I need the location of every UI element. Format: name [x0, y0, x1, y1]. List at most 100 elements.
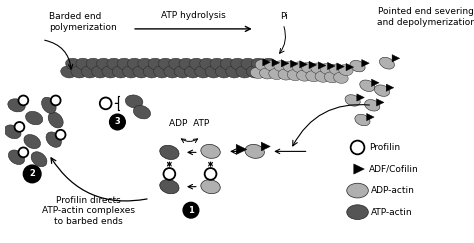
Text: Barded end
polymerization: Barded end polymerization	[49, 12, 117, 32]
Circle shape	[56, 130, 65, 140]
Text: ATP hydrolysis: ATP hydrolysis	[161, 11, 225, 20]
Ellipse shape	[31, 152, 47, 167]
Ellipse shape	[148, 58, 164, 70]
Text: Profilin: Profilin	[369, 143, 401, 152]
Circle shape	[109, 114, 125, 130]
Circle shape	[164, 168, 175, 180]
Ellipse shape	[61, 66, 76, 78]
Ellipse shape	[133, 66, 148, 78]
Polygon shape	[357, 94, 365, 101]
Polygon shape	[372, 79, 379, 87]
Polygon shape	[392, 55, 400, 62]
Text: ADP-actin: ADP-actin	[371, 186, 415, 195]
Polygon shape	[300, 61, 307, 68]
Ellipse shape	[169, 58, 184, 70]
Ellipse shape	[380, 57, 394, 69]
Ellipse shape	[164, 66, 179, 78]
Circle shape	[100, 97, 111, 109]
Ellipse shape	[220, 58, 236, 70]
Ellipse shape	[231, 58, 246, 70]
Text: ATP-actin: ATP-actin	[371, 208, 413, 217]
Polygon shape	[281, 60, 289, 67]
Ellipse shape	[26, 111, 43, 125]
Polygon shape	[376, 99, 384, 106]
Ellipse shape	[200, 58, 215, 70]
Ellipse shape	[329, 64, 344, 75]
Circle shape	[205, 168, 217, 180]
Ellipse shape	[320, 63, 335, 74]
Ellipse shape	[71, 66, 87, 78]
Polygon shape	[309, 61, 317, 69]
Ellipse shape	[226, 66, 241, 78]
Ellipse shape	[347, 205, 368, 219]
Ellipse shape	[128, 58, 143, 70]
Polygon shape	[272, 59, 280, 66]
Ellipse shape	[260, 68, 274, 79]
Ellipse shape	[283, 61, 298, 72]
Ellipse shape	[205, 66, 220, 78]
Polygon shape	[354, 164, 365, 174]
Ellipse shape	[174, 66, 190, 78]
Ellipse shape	[215, 66, 231, 78]
Polygon shape	[346, 63, 354, 71]
Ellipse shape	[210, 58, 226, 70]
Ellipse shape	[338, 65, 353, 76]
Ellipse shape	[355, 114, 370, 126]
Ellipse shape	[42, 97, 56, 113]
Ellipse shape	[264, 60, 279, 71]
Ellipse shape	[287, 70, 302, 81]
Ellipse shape	[160, 180, 179, 194]
Circle shape	[18, 95, 28, 105]
Text: 1: 1	[188, 206, 194, 215]
Polygon shape	[236, 144, 247, 155]
Ellipse shape	[97, 58, 112, 70]
Ellipse shape	[46, 132, 62, 147]
Ellipse shape	[48, 112, 63, 128]
Ellipse shape	[246, 66, 262, 78]
Ellipse shape	[345, 95, 360, 106]
Polygon shape	[366, 113, 374, 121]
Ellipse shape	[241, 58, 256, 70]
Ellipse shape	[262, 58, 277, 70]
Circle shape	[23, 165, 41, 183]
Text: Profilin directs
ATP-actin complexes
to barbed ends: Profilin directs ATP-actin complexes to …	[42, 196, 135, 226]
Polygon shape	[362, 60, 369, 67]
Text: ADF/Cofilin: ADF/Cofilin	[369, 165, 419, 174]
Ellipse shape	[301, 62, 316, 73]
Ellipse shape	[125, 95, 143, 108]
Ellipse shape	[123, 66, 138, 78]
Ellipse shape	[117, 58, 133, 70]
Ellipse shape	[201, 144, 220, 158]
Ellipse shape	[269, 69, 283, 79]
Text: 2: 2	[29, 169, 35, 178]
Text: 3: 3	[115, 117, 120, 127]
Ellipse shape	[292, 62, 307, 73]
Ellipse shape	[8, 99, 25, 112]
Ellipse shape	[273, 61, 288, 72]
Ellipse shape	[143, 66, 159, 78]
Text: ADP  ATP: ADP ATP	[169, 119, 209, 128]
Ellipse shape	[133, 105, 151, 119]
Ellipse shape	[324, 72, 339, 83]
Ellipse shape	[245, 144, 264, 158]
Polygon shape	[328, 62, 335, 70]
Ellipse shape	[86, 58, 102, 70]
Ellipse shape	[65, 58, 81, 70]
Ellipse shape	[250, 68, 265, 78]
Circle shape	[51, 95, 61, 105]
Ellipse shape	[82, 66, 97, 78]
Ellipse shape	[160, 145, 179, 159]
Ellipse shape	[24, 135, 40, 149]
Ellipse shape	[334, 72, 348, 83]
Ellipse shape	[112, 66, 128, 78]
Ellipse shape	[251, 58, 267, 70]
Polygon shape	[337, 63, 345, 70]
Ellipse shape	[365, 100, 380, 111]
Ellipse shape	[195, 66, 210, 78]
Ellipse shape	[201, 180, 220, 194]
Circle shape	[351, 141, 365, 154]
Ellipse shape	[179, 58, 195, 70]
Ellipse shape	[236, 66, 252, 78]
Ellipse shape	[91, 66, 107, 78]
Ellipse shape	[257, 66, 272, 78]
